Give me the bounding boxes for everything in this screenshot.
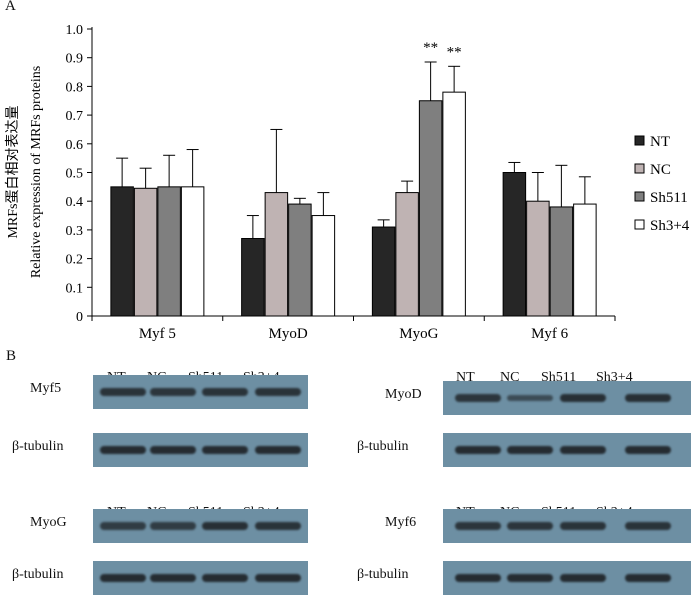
blot-band: [625, 573, 671, 583]
bar-sh34: [573, 203, 597, 317]
y-tick-label: 0.5: [66, 167, 84, 182]
blot-band: [150, 522, 196, 530]
target-blot-strip: [93, 509, 308, 543]
blot-band: [507, 445, 553, 455]
blot-band: [507, 394, 553, 402]
bar-nc: [133, 187, 158, 317]
legend-swatch: [634, 191, 645, 202]
bar-nt: [241, 238, 265, 317]
bar-sh34: [442, 91, 466, 317]
legend-label: NT: [650, 134, 670, 150]
loading-control-label: β-tubulin: [357, 567, 409, 582]
blot-band: [202, 387, 248, 397]
panel-b-label: B: [6, 348, 17, 364]
blot-band: [507, 573, 553, 583]
bar-nt: [371, 226, 396, 317]
blot-band: [202, 521, 248, 531]
blot-band: [625, 521, 671, 531]
target-protein-label: Myf6: [385, 515, 417, 530]
y-axis-title-cn: MRFs蛋白相对表达量: [5, 105, 21, 238]
target-protein-label: Myf5: [30, 381, 62, 396]
blot-band: [560, 573, 606, 583]
legend-swatch: [634, 135, 645, 146]
blot-band: [625, 445, 671, 455]
loading-blot-strip: [443, 561, 691, 595]
bar-sh511: [418, 100, 443, 317]
y-tick-label: 0.2: [66, 253, 84, 268]
blot-band: [455, 522, 501, 530]
y-tick-label: 0.1: [66, 281, 84, 296]
target-protein-label: MyoD: [385, 387, 422, 402]
blot-band: [507, 522, 553, 530]
blot-band: [100, 387, 146, 397]
blot-band: [100, 522, 146, 530]
y-tick-label: 1.0: [66, 23, 84, 38]
x-tick-label: MyoG: [399, 326, 438, 342]
bar-sh34: [311, 215, 336, 317]
x-tick-label: Myf 6: [531, 326, 569, 342]
blot-band: [255, 573, 301, 583]
legend-label: NC: [650, 162, 671, 178]
loading-blot-strip: [443, 433, 691, 467]
significance-label: **: [423, 40, 438, 56]
bar-sh34: [180, 186, 205, 317]
blot-band: [455, 394, 501, 402]
blot-band: [455, 573, 501, 583]
blot-band: [202, 573, 248, 583]
legend-label: Sh3+4: [650, 218, 690, 234]
target-blot-strip: [443, 509, 691, 543]
bar-nt: [110, 186, 134, 317]
loading-blot-strip: [93, 561, 308, 595]
legend-swatch: [634, 219, 645, 230]
blot-band: [100, 573, 146, 583]
blot-band: [150, 573, 196, 583]
target-blot-strip: [443, 381, 691, 415]
loading-control-label: β-tubulin: [12, 439, 64, 454]
y-tick-label: 0: [76, 310, 83, 325]
bar-sh511: [549, 206, 574, 317]
blot-band: [560, 445, 606, 455]
x-tick-label: Myf 5: [139, 326, 176, 342]
blot-band: [455, 445, 501, 455]
bar-chart: 0 0.1 0.2 0.3 0.4 0.5 0.6 0.7 0.8 0.9 1.0 MRFs蛋白相对表…: [5, 23, 690, 342]
bar-nc: [526, 200, 550, 317]
y-tick-label: 0.3: [66, 224, 84, 239]
loading-control-label: β-tubulin: [357, 439, 409, 454]
loading-blot-strip: [93, 433, 308, 467]
y-tick-label: 0.8: [66, 80, 84, 95]
significance-label: **: [447, 44, 462, 60]
blot-band: [255, 387, 301, 397]
blot-band: [202, 445, 248, 455]
loading-control-label: β-tubulin: [12, 567, 64, 582]
panel-a-label: A: [5, 0, 16, 14]
y-tick-label: 0.4: [66, 195, 84, 210]
bar-nt: [502, 172, 527, 317]
blot-band: [255, 445, 301, 455]
y-tick-label: 0.6: [66, 138, 84, 153]
blot-band: [255, 521, 301, 531]
bar-nc: [395, 192, 419, 317]
bar-sh511: [288, 203, 312, 317]
blot-band: [560, 393, 606, 403]
blot-band: [150, 388, 196, 396]
y-tick-label: 0.9: [66, 52, 84, 67]
legend-swatch: [634, 163, 645, 174]
target-blot-strip: [93, 375, 308, 409]
legend-label: Sh511: [650, 190, 688, 206]
x-tick-label: MyoD: [269, 326, 308, 342]
blot-band: [150, 445, 196, 455]
blot-band: [100, 445, 146, 455]
y-axis-title-en: Relative expression of MRFs proteins: [29, 66, 44, 278]
y-tick-label: 0.7: [66, 109, 84, 124]
blot-band: [625, 393, 671, 403]
bar-nc: [264, 192, 289, 317]
blot-band: [560, 521, 606, 531]
bar-sh511: [157, 186, 181, 317]
target-protein-label: MyoG: [30, 515, 67, 530]
